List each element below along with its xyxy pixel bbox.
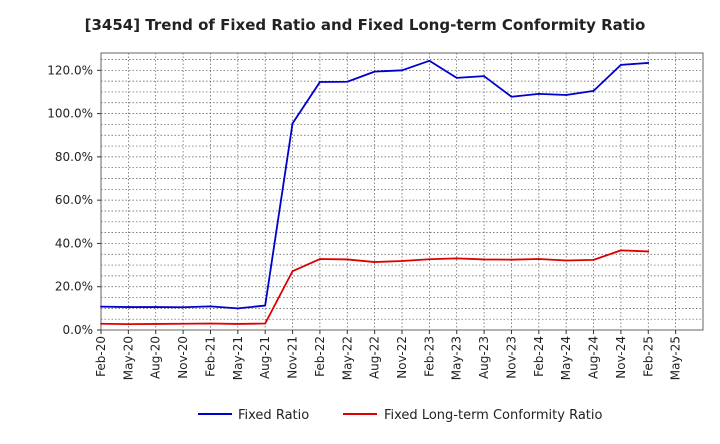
x-tick-label: Nov-24 [614,336,628,379]
y-tick-label: 100.0% [47,107,93,121]
x-tick-label: Aug-24 [587,336,601,379]
grid-lines [100,53,703,331]
x-tick-label: May-23 [450,336,464,380]
data-point [127,306,130,308]
y-tick-label: 60.0% [55,193,93,207]
data-point [428,59,431,62]
data-point [182,322,184,325]
y-tick-label: 0.0% [63,323,94,337]
data-point [373,70,376,73]
x-tick-label: Aug-22 [368,336,382,379]
y-tick-label: 120.0% [47,63,93,77]
data-point [100,305,102,308]
y-tick-label: 80.0% [55,150,93,164]
data-point [127,323,130,326]
data-point [291,270,294,273]
chart-title: [3454] Trend of Fixed Ratio and Fixed Lo… [85,16,646,34]
data-point [537,93,540,95]
data-point [401,260,403,262]
x-tick-label: Nov-22 [395,336,409,379]
data-point [565,94,568,96]
x-tick-label: May-20 [121,336,135,380]
x-tick-label: Feb-21 [203,336,217,377]
data-point [154,323,157,325]
data-point [264,304,267,307]
x-tick-label: Feb-23 [422,336,436,377]
data-point [154,306,157,308]
data-point [565,259,568,262]
data-point [373,261,376,263]
data-point [346,258,349,261]
data-point [592,258,595,261]
data-point [592,89,595,92]
data-point [319,258,321,260]
x-tick-label: Nov-20 [176,336,190,379]
data-point [620,64,622,66]
y-tick-label: 40.0% [55,236,93,250]
data-point [428,258,431,261]
x-tick-label: May-21 [231,336,245,380]
data-point [537,258,540,260]
x-tick-label: Feb-25 [641,336,655,377]
x-tick-label: Nov-23 [504,336,518,379]
axis-labels: 0.0% 20.0% 40.0% 60.0% 80.0% 100.0% 120.0% Feb-… [47,63,682,380]
series-lines [100,59,650,326]
data-point [510,258,513,261]
x-tick-label: Aug-23 [477,336,491,379]
x-tick-label: May-25 [669,336,683,380]
data-point [346,80,349,83]
x-tick-label: Feb-22 [313,336,327,377]
data-point [455,257,458,260]
data-point [236,323,239,325]
data-point [401,69,403,72]
data-point [209,305,212,308]
data-point [455,76,458,79]
x-tick-label: May-22 [340,336,354,380]
data-point [483,258,485,261]
data-point [291,122,294,125]
x-tick-label: Aug-21 [258,336,272,379]
x-tick-label: Feb-20 [94,336,108,377]
x-tick-label: Feb-24 [532,336,546,377]
data-point [100,322,102,325]
data-point [647,62,650,64]
data-point [647,250,650,253]
data-point [483,75,485,78]
legend: Fixed Ratio Fixed Long-term Conformity Ra… [198,408,603,423]
data-point [510,95,513,98]
x-tick-label: Aug-20 [149,336,163,379]
data-point [620,249,622,252]
legend-label: Fixed Ratio [238,408,309,423]
legend-label: Fixed Long-term Conformity Ratio [384,408,603,423]
data-point [264,322,267,325]
x-tick-label: Nov-21 [286,336,300,379]
data-point [209,322,212,325]
data-point [236,307,239,310]
data-point [319,81,321,83]
x-tick-label: May-24 [559,336,573,380]
data-point [182,306,184,309]
y-tick-label: 20.0% [55,280,93,294]
